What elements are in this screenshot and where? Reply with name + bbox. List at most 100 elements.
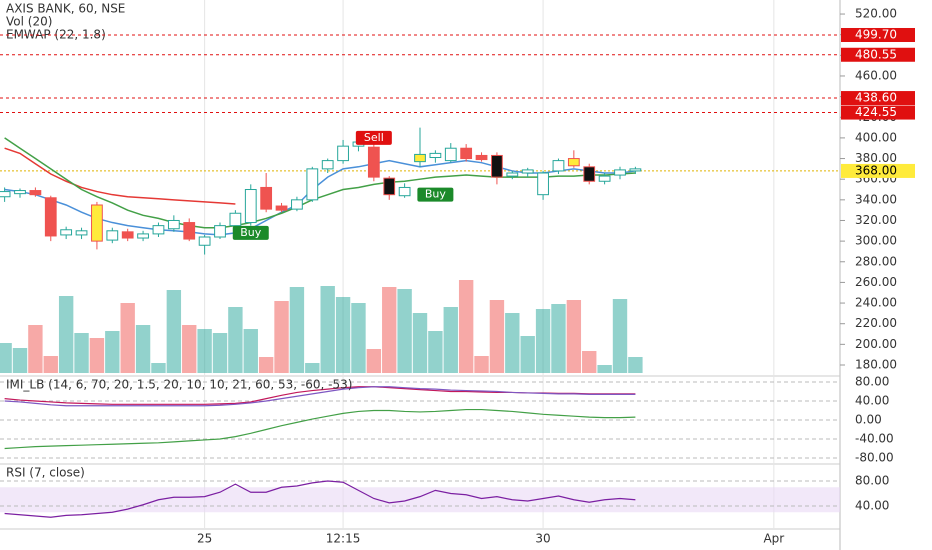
y-tick-label: 320.00 — [855, 213, 897, 227]
candle-body — [91, 204, 103, 242]
volume-bar — [305, 363, 320, 373]
y-tick-label: 180.00 — [855, 357, 897, 371]
volume-bar — [166, 290, 182, 373]
volume-bar — [551, 304, 566, 373]
volume-bar — [612, 299, 628, 373]
volume-bar — [412, 313, 428, 373]
volume-bar — [320, 286, 335, 373]
signal-tag — [232, 225, 269, 240]
y-tick-label: 40.00 — [855, 393, 889, 407]
volume-bar — [289, 287, 305, 373]
candle-body — [491, 154, 503, 178]
volume-bar — [120, 303, 135, 373]
volume-bar — [89, 338, 105, 373]
candle-body — [121, 231, 134, 239]
last-price-tag — [841, 163, 915, 178]
volume-bar — [105, 331, 120, 373]
candle-body — [106, 230, 119, 241]
candle-body — [337, 145, 349, 162]
volume-bar — [0, 343, 12, 373]
volume-bar — [12, 348, 28, 373]
candle-body — [183, 222, 196, 240]
candle-body — [583, 166, 596, 182]
level-tag — [841, 105, 915, 120]
candle-body — [260, 186, 273, 210]
signal-tag — [355, 130, 392, 145]
volume-bar — [335, 297, 351, 373]
level-tag — [841, 47, 915, 62]
volume-bar — [43, 356, 58, 373]
candle-body — [629, 168, 642, 172]
volume-bar — [58, 296, 74, 373]
volume-bar — [489, 300, 505, 373]
signal-label: Buy — [425, 188, 447, 201]
y-tick-label: -40.00 — [855, 432, 894, 446]
signal-label: Buy — [240, 226, 262, 239]
candle-body — [198, 236, 211, 246]
candle-body — [460, 147, 473, 160]
rsi-band — [0, 487, 840, 513]
signal-tag — [417, 187, 454, 202]
level-label: 499.70 — [855, 27, 897, 41]
volume-bar — [28, 325, 43, 373]
candle-body — [291, 199, 303, 210]
candle-body — [137, 233, 149, 239]
volume-bar — [505, 313, 520, 373]
volume-bar — [351, 303, 366, 373]
y-tick-label: 300.00 — [855, 234, 897, 248]
candle-body — [598, 175, 611, 182]
candle-body — [152, 225, 165, 235]
volume-bar — [535, 309, 551, 373]
volume-bar — [397, 289, 412, 373]
y-tick-label: 220.00 — [855, 316, 897, 330]
volume-bar — [474, 356, 489, 373]
volume-bar — [135, 325, 151, 373]
overlay-line — [4, 147, 236, 205]
level-tag — [841, 91, 915, 106]
last-price-label: 368.00 — [855, 163, 897, 177]
chart-title: AXIS BANK, 60, NSE — [6, 2, 125, 16]
candle-body — [398, 186, 411, 197]
candle-body — [214, 225, 226, 238]
volume-bar — [582, 351, 597, 373]
y-tick-label: 80.00 — [855, 374, 889, 388]
candle-body — [275, 205, 288, 211]
level-label: 424.55 — [855, 105, 897, 119]
candle-body — [552, 160, 565, 172]
x-tick-label: 12:15 — [326, 532, 361, 546]
volume-bar — [382, 287, 397, 373]
level-tag — [841, 27, 915, 42]
y-tick-label: 520.00 — [855, 7, 897, 21]
candle-body — [475, 154, 488, 161]
candle-body — [383, 177, 396, 196]
candle-body — [0, 191, 11, 198]
candle-body — [614, 169, 626, 176]
volume-bar — [628, 357, 643, 373]
volume-bar — [243, 329, 258, 373]
candle-body — [306, 168, 319, 201]
volume-bar — [458, 280, 474, 373]
volume-bar — [74, 333, 89, 373]
candle-body — [414, 153, 426, 163]
level-label: 438.60 — [855, 91, 897, 105]
candle-body — [567, 158, 580, 167]
volume-bar — [443, 307, 458, 373]
y-tick-label: 200.00 — [855, 337, 897, 351]
volume-bar — [366, 349, 382, 373]
indicator-line — [4, 386, 636, 407]
volume-bar — [228, 307, 243, 373]
volume-bar — [197, 329, 212, 373]
candle-body — [367, 146, 380, 178]
candle-body — [60, 229, 73, 236]
signal-label: Sell — [364, 131, 384, 144]
x-tick-label: 30 — [535, 532, 550, 546]
candle-body — [537, 172, 549, 196]
y-tick-label: 380.00 — [855, 151, 897, 165]
x-tick-label: 25 — [197, 532, 212, 546]
candle-body — [321, 160, 334, 170]
candle-body — [14, 190, 26, 195]
pane-title: RSI (7, close) — [6, 466, 85, 480]
candle-body — [167, 219, 180, 230]
y-tick-label: 0.00 — [855, 413, 882, 427]
indicator-line — [4, 408, 636, 450]
